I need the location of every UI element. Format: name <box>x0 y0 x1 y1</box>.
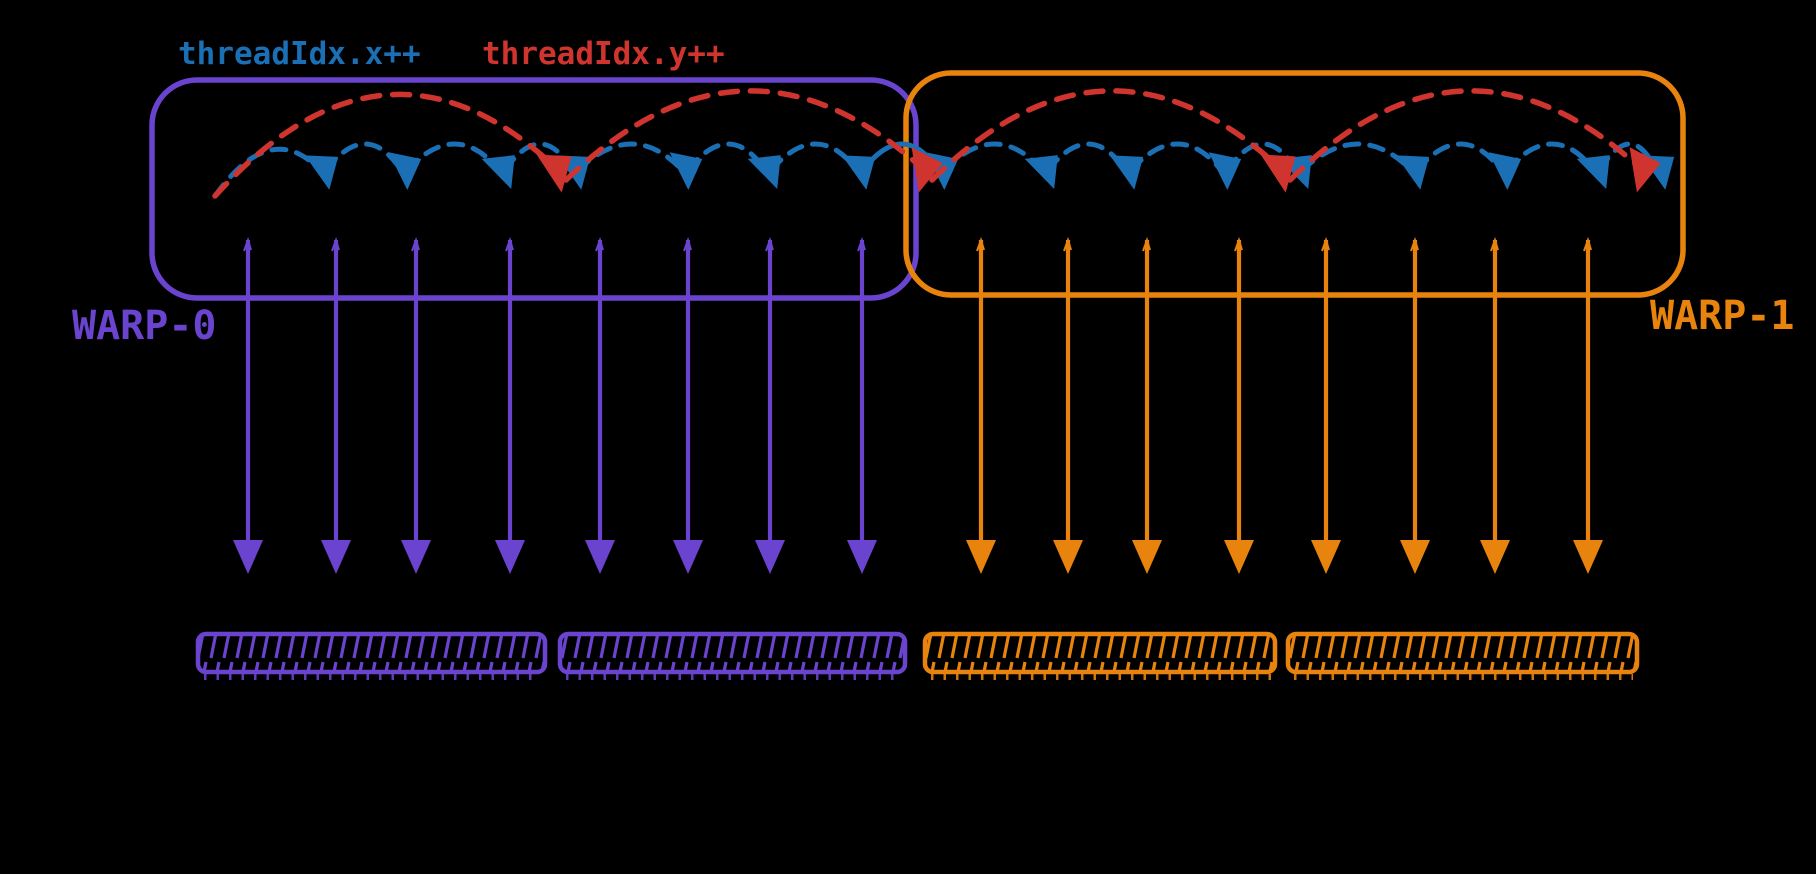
thread-arrow <box>1311 236 1341 574</box>
threadidx-y-jump-arc <box>563 88 925 183</box>
thread-arrow-head <box>966 540 996 574</box>
threadidx-x-arrowhead <box>388 152 422 191</box>
threadidx-y-arrowhead <box>1260 154 1296 193</box>
memory-bank-rect <box>1285 631 1640 675</box>
thread-arrow-head <box>495 540 525 574</box>
thread-arrow-head <box>755 540 785 574</box>
memory-bank-bars <box>195 631 1640 680</box>
threadidx-y-arrowhead <box>911 147 943 193</box>
threadidx-y-jump-arc <box>1287 88 1643 183</box>
thread-arrow <box>1132 236 1162 574</box>
thread-arrow-head <box>1573 540 1603 574</box>
threadidx-x-hop-arc <box>685 141 768 173</box>
threadidx-x-hop-arc <box>404 141 502 173</box>
warp1-label: WARP-1 <box>1650 293 1795 339</box>
thread-arrow-head <box>401 540 431 574</box>
thread-arrow-head <box>1480 540 1510 574</box>
thread-arrow-head <box>233 540 263 574</box>
thread-arrow <box>585 236 615 574</box>
thread-arrow <box>1573 236 1603 574</box>
thread-arrow <box>401 236 431 574</box>
thread-arrow-head <box>673 540 703 574</box>
thread-arrow <box>966 236 996 574</box>
memory-bank-rect <box>922 631 1278 675</box>
thread-arrow <box>847 236 877 574</box>
thread-arrow-head <box>321 540 351 574</box>
threadidx-x-arrowhead <box>481 155 515 189</box>
thread-arrow <box>755 236 785 574</box>
thread-arrow-head <box>847 540 877 574</box>
threadidx-x-arrowhead <box>1109 155 1144 190</box>
thread-arrow-head <box>585 540 615 574</box>
thread-arrow <box>1224 236 1254 574</box>
threadidx-x-hop-arc <box>1414 141 1504 173</box>
memory-bank-rect <box>557 631 908 675</box>
thread-arrow-head <box>1400 540 1430 574</box>
threadidx-y-label: threadIdx.y++ <box>482 36 725 72</box>
warp-boxes <box>149 70 1686 301</box>
thread-arrow <box>1400 236 1430 574</box>
warp0-label: WARP-0 <box>72 303 217 349</box>
threadidx-x-arrowhead <box>841 155 876 190</box>
memory-bank-segment <box>922 631 1278 680</box>
threadidx-y-arrowhead <box>1629 147 1661 193</box>
thread-arrow-head <box>1311 540 1341 574</box>
threadidx-x-arrowhead <box>669 152 703 191</box>
threadidx-x-arrowhead <box>1576 155 1610 189</box>
thread-arrow <box>233 236 263 574</box>
memory-bank-rect <box>195 631 548 675</box>
threadidx-x-label: threadIdx.x++ <box>178 36 421 72</box>
thread-arrow <box>673 236 703 574</box>
threadidx-x-arrowhead <box>1208 152 1242 191</box>
threadidx-y-arrowhead <box>536 154 572 193</box>
memory-bank-segment <box>557 631 908 680</box>
threadidx-x-arrowhead <box>304 155 339 190</box>
threadidx-y-jump-arc <box>929 88 1283 183</box>
threadidx-x-hop-arc <box>1504 141 1597 173</box>
threadidx-x-hop-arc <box>1128 141 1224 173</box>
thread-arrow-head <box>1224 540 1254 574</box>
thread-arrow <box>1480 236 1510 574</box>
thread-index-arcs <box>212 88 1675 199</box>
warp1-box <box>903 70 1686 298</box>
thread-arrow <box>495 236 525 574</box>
thread-arrows <box>233 236 1603 574</box>
thread-arrow <box>1053 236 1083 574</box>
memory-bank-segment <box>1285 631 1640 680</box>
thread-arrow <box>321 236 351 574</box>
memory-bank-segment <box>195 631 548 680</box>
threadidx-x-arrowhead <box>747 155 781 189</box>
thread-arrow-head <box>1132 540 1162 574</box>
thread-arrow-head <box>1053 540 1083 574</box>
threadidx-x-arrowhead <box>1395 155 1430 190</box>
threadidx-x-hop-arc <box>212 146 323 199</box>
threadidx-x-arrowhead <box>1488 152 1522 191</box>
warp0-box <box>149 77 919 301</box>
threadidx-x-arrowhead <box>1024 155 1058 189</box>
threadidx-y-jump-arc <box>212 91 559 199</box>
